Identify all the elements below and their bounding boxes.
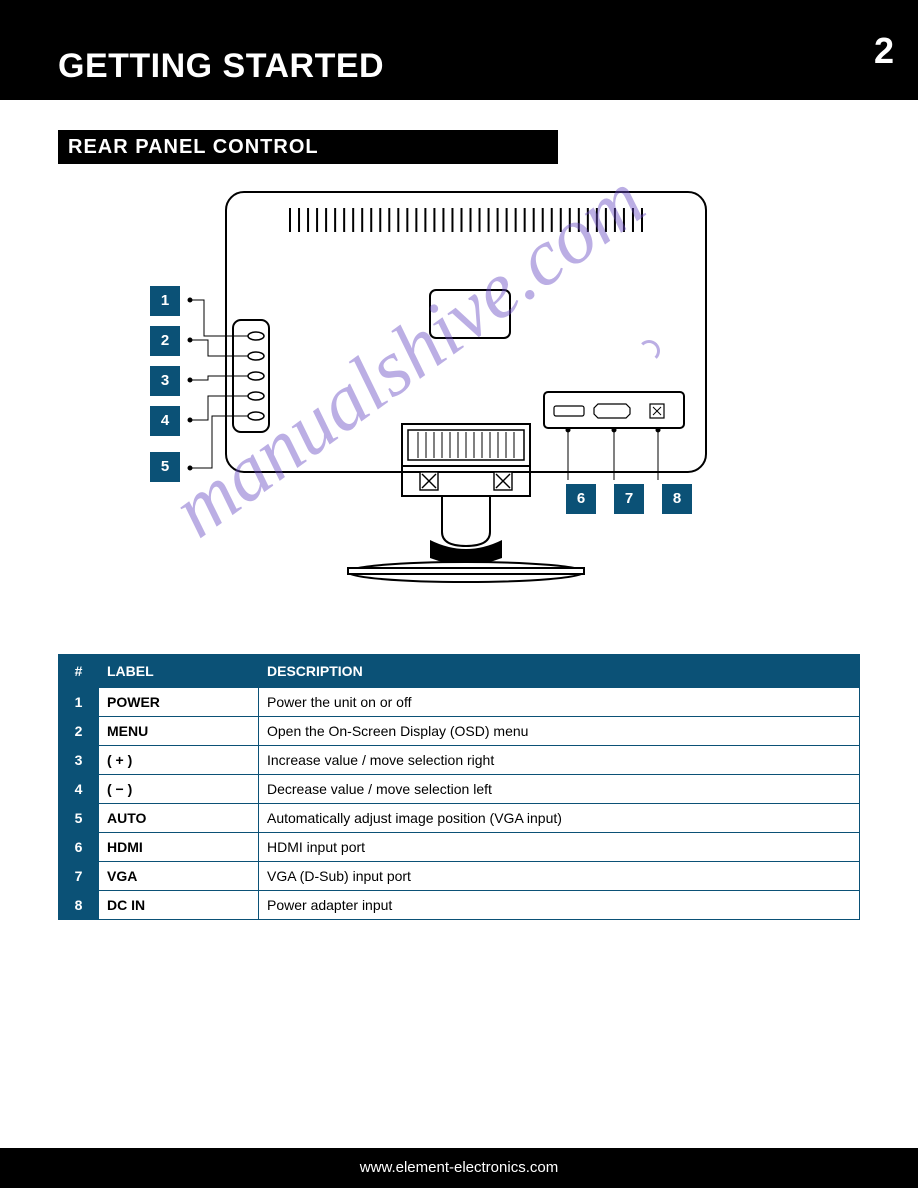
- page-number: 2: [874, 30, 894, 72]
- table-row: 4 ( − ) Decrease value / move selection …: [59, 775, 860, 804]
- row-num: 6: [59, 833, 99, 862]
- callout-6: 6: [566, 484, 596, 514]
- callout-4: 4: [150, 406, 180, 436]
- footer-band: www.element-electronics.com: [0, 1148, 918, 1188]
- callout-8: 8: [662, 484, 692, 514]
- table-header-desc: DESCRIPTION: [259, 655, 860, 688]
- row-num: 3: [59, 746, 99, 775]
- row-desc: Power the unit on or off: [259, 688, 860, 717]
- table-header-label: LABEL: [99, 655, 259, 688]
- callout-7: 7: [614, 484, 644, 514]
- rear-panel-table: # LABEL DESCRIPTION 1 POWER Power the un…: [58, 654, 860, 920]
- row-num: 1: [59, 688, 99, 717]
- row-desc: HDMI input port: [259, 833, 860, 862]
- row-desc: VGA (D-Sub) input port: [259, 862, 860, 891]
- row-num: 4: [59, 775, 99, 804]
- row-desc: Increase value / move selection right: [259, 746, 860, 775]
- table-header-num: #: [59, 655, 99, 688]
- chapter-title: GETTING STARTED: [58, 47, 384, 86]
- row-label: ( + ): [99, 746, 259, 775]
- table-row: 3 ( + ) Increase value / move selection …: [59, 746, 860, 775]
- header-band: GETTING STARTED 2: [0, 0, 918, 100]
- row-num: 8: [59, 891, 99, 920]
- row-label: POWER: [99, 688, 259, 717]
- table-row: 7 VGA VGA (D-Sub) input port: [59, 862, 860, 891]
- row-num: 7: [59, 862, 99, 891]
- table-row: 6 HDMI HDMI input port: [59, 833, 860, 862]
- callout-2: 2: [150, 326, 180, 356]
- row-desc: Open the On-Screen Display (OSD) menu: [259, 717, 860, 746]
- watermark-tail: [638, 340, 660, 362]
- row-desc: Automatically adjust image position (VGA…: [259, 804, 860, 833]
- row-desc: Power adapter input: [259, 891, 860, 920]
- table-row: 2 MENU Open the On-Screen Display (OSD) …: [59, 717, 860, 746]
- row-label: DC IN: [99, 891, 259, 920]
- row-num: 2: [59, 717, 99, 746]
- row-label: HDMI: [99, 833, 259, 862]
- row-label: ( − ): [99, 775, 259, 804]
- row-label: AUTO: [99, 804, 259, 833]
- table-row: 8 DC IN Power adapter input: [59, 891, 860, 920]
- section-title: REAR PANEL CONTROL: [58, 130, 558, 164]
- table-row: 5 AUTO Automatically adjust image positi…: [59, 804, 860, 833]
- row-desc: Decrease value / move selection left: [259, 775, 860, 804]
- row-label: MENU: [99, 717, 259, 746]
- table-row: 1 POWER Power the unit on or off: [59, 688, 860, 717]
- rear-panel-diagram: [130, 180, 770, 600]
- footer-text: www.element-electronics.com: [360, 1159, 558, 1176]
- monitor-svg: [130, 180, 770, 600]
- callout-3: 3: [150, 366, 180, 396]
- row-label: VGA: [99, 862, 259, 891]
- row-num: 5: [59, 804, 99, 833]
- callout-5: 5: [150, 452, 180, 482]
- callout-1: 1: [150, 286, 180, 316]
